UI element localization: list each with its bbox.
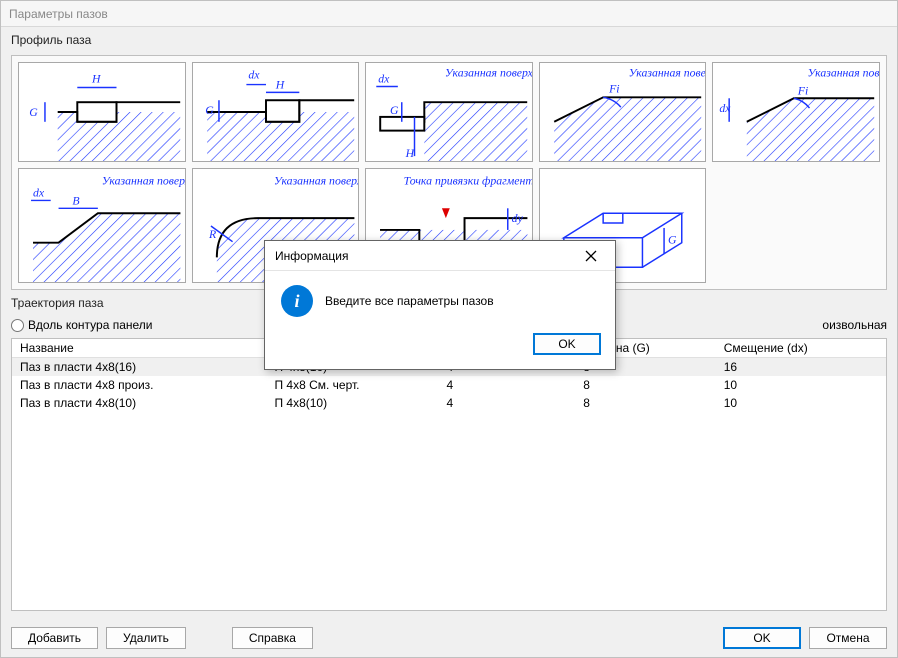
svg-text:dx: dx bbox=[33, 186, 45, 200]
svg-text:G: G bbox=[390, 104, 399, 117]
svg-text:dx: dx bbox=[248, 69, 260, 82]
close-icon bbox=[585, 250, 597, 262]
svg-text:dx: dx bbox=[378, 73, 390, 86]
titlebar: Параметры пазов bbox=[1, 1, 897, 27]
dialog-titlebar: Информация bbox=[265, 241, 615, 271]
table-row[interactable]: Паз в пласти 4x8 произ. П 4x8 См. черт. … bbox=[12, 376, 886, 394]
profile-empty-slot bbox=[712, 168, 880, 283]
svg-text:dx: dx bbox=[720, 102, 732, 115]
help-button[interactable]: Справка bbox=[232, 627, 313, 649]
dialog-footer: OK bbox=[265, 323, 615, 369]
svg-text:H: H bbox=[405, 147, 416, 160]
grooves-table[interactable]: Название Обозначение Ширина (H) Глубина … bbox=[11, 338, 887, 611]
svg-text:G: G bbox=[205, 104, 214, 117]
svg-text:Fi: Fi bbox=[797, 84, 808, 97]
window-title: Параметры пазов bbox=[9, 7, 108, 21]
dialog-ok-button[interactable]: OK bbox=[533, 333, 601, 355]
svg-text:Указанная поверхность: Указанная поверхность bbox=[628, 67, 705, 80]
table-row[interactable]: Паз в пласти 4x8(10) П 4x8(10) 4 8 10 bbox=[12, 394, 886, 412]
add-button[interactable]: Добавить bbox=[11, 627, 98, 649]
trajectory-along-contour[interactable]: Вдоль контура панели bbox=[11, 318, 153, 332]
radio-along-contour[interactable] bbox=[11, 319, 24, 332]
profile-bevel[interactable]: Указанная поверхность dx B bbox=[18, 168, 186, 283]
trajectory-arbitrary-fragment: оизвольная bbox=[822, 318, 887, 332]
dialog-close-button[interactable] bbox=[571, 242, 611, 270]
svg-text:H: H bbox=[91, 73, 102, 86]
profile-rect-slot[interactable]: G H bbox=[18, 62, 186, 162]
svg-text:Указанная поверхность: Указанная поверхность bbox=[445, 67, 532, 80]
svg-text:B: B bbox=[72, 193, 79, 207]
delete-button[interactable]: Удалить bbox=[106, 627, 186, 649]
profile-rect-slot-dx[interactable]: G dx H bbox=[192, 62, 360, 162]
svg-text:Fi: Fi bbox=[608, 82, 619, 95]
info-icon: i bbox=[281, 285, 313, 317]
cancel-button[interactable]: Отмена bbox=[809, 627, 887, 649]
svg-text:Точка привязки фрагмента: Точка привязки фрагмента bbox=[404, 174, 532, 188]
profile-chamfer-dx[interactable]: Указанная поверхность dx Fi bbox=[712, 62, 880, 162]
profile-section-label: Профиль паза bbox=[11, 33, 887, 47]
col-offset: Смещение (dx) bbox=[716, 339, 886, 358]
profile-tenon[interactable]: Указанная поверхность dx H G bbox=[365, 62, 533, 162]
svg-text:G: G bbox=[29, 106, 38, 119]
radio-along-contour-label: Вдоль контура панели bbox=[28, 318, 153, 332]
footer: Добавить Удалить Справка OK Отмена bbox=[1, 621, 897, 657]
ok-button[interactable]: OK bbox=[723, 627, 801, 649]
profile-chamfer[interactable]: Указанная поверхность Fi bbox=[539, 62, 707, 162]
col-name: Название bbox=[12, 339, 266, 358]
svg-text:Указанная поверхность: Указанная поверхность bbox=[273, 174, 358, 188]
svg-text:G: G bbox=[668, 233, 677, 247]
dialog-title: Информация bbox=[275, 249, 348, 263]
svg-text:R: R bbox=[208, 227, 216, 241]
svg-text:dy: dy bbox=[512, 211, 524, 225]
svg-text:Указанная поверхность: Указанная поверхность bbox=[102, 174, 185, 188]
svg-text:Указанная поверхность: Указанная поверхность bbox=[808, 67, 879, 80]
svg-text:H: H bbox=[274, 78, 285, 91]
dialog-body: i Введите все параметры пазов bbox=[265, 271, 615, 323]
info-dialog: Информация i Введите все параметры пазов… bbox=[264, 240, 616, 370]
dialog-message: Введите все параметры пазов bbox=[325, 294, 494, 308]
